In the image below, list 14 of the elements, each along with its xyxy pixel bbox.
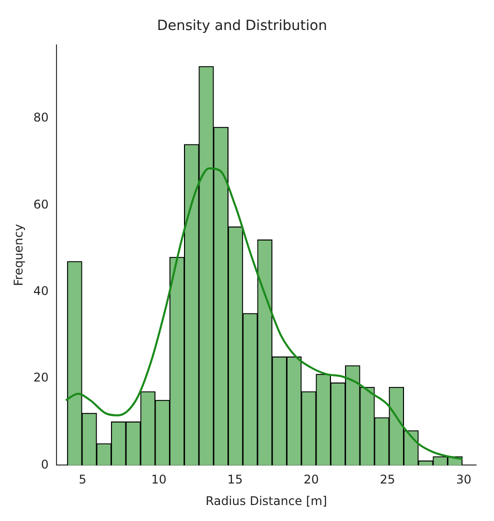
x-axis-title: Radius Distance [m] [206,494,328,508]
y-tick-label: 80 [33,110,49,125]
chart-title: Density and Distribution [156,18,328,34]
y-tick-label: 60 [33,197,49,212]
y-tick-label: 20 [33,370,49,385]
x-tick-label: 20 [304,472,319,487]
x-tick-label: 15 [227,472,243,487]
y-axis-title: Frequency [11,224,26,286]
y-tick-label: 40 [33,284,49,298]
x-tick-label: 25 [380,472,396,487]
x-tick-label: 30 [456,472,472,487]
x-tick-label: 10 [151,472,166,487]
x-tick-label: 5 [78,472,86,487]
y-tick-label: 0 [41,457,49,472]
